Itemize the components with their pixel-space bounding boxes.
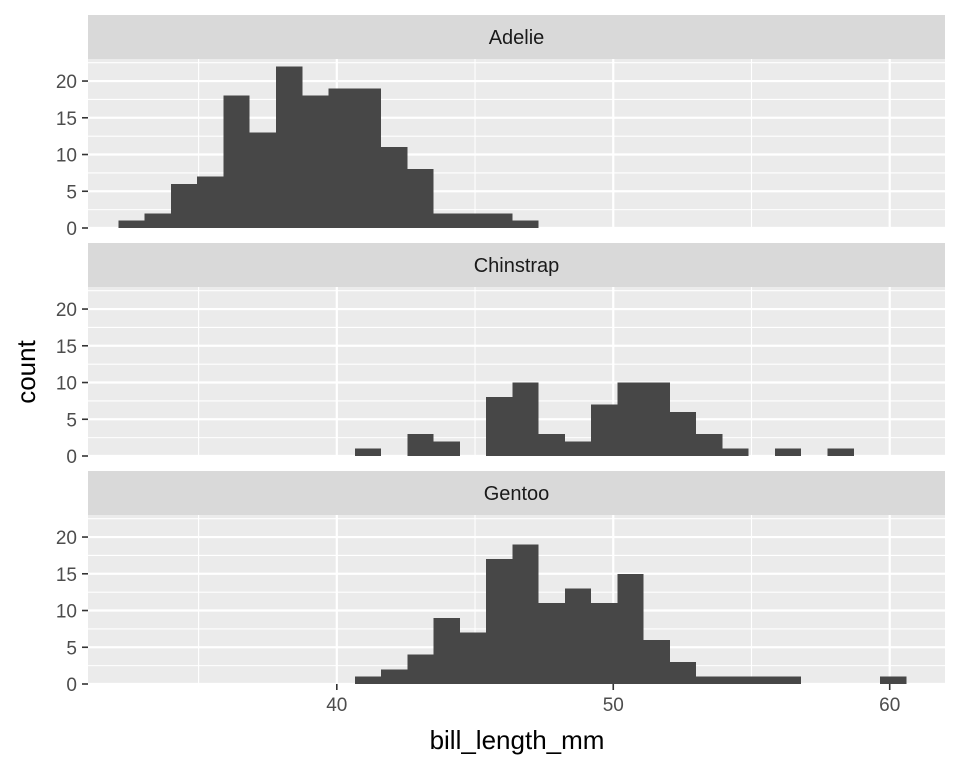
histogram-bar [696, 676, 723, 684]
histogram-bar [880, 676, 907, 684]
histogram-bar [643, 639, 670, 684]
histogram-bar [512, 544, 539, 684]
y-tick-label: 0 [66, 447, 77, 468]
y-tick-label: 5 [66, 182, 77, 203]
facet-panels: Adelie 0 5 10 15 20 Chinstrap 0 5 10 15 20 Gentoo 0 5 1… [56, 15, 945, 696]
histogram-bar [696, 433, 723, 456]
histogram-bar [669, 661, 697, 684]
facet-strip [88, 243, 945, 287]
histogram-bar [170, 183, 198, 228]
y-tick-label: 20 [56, 300, 77, 321]
histogram-bar [774, 676, 802, 684]
histogram-bar [328, 88, 355, 229]
histogram-bar [118, 220, 145, 228]
x-axis-title: bill_length_mm [430, 725, 605, 755]
histogram-bar [722, 448, 749, 456]
y-tick-label: 10 [56, 146, 77, 167]
facet-strip-label: Chinstrap [474, 255, 560, 277]
x-tick-label: 40 [326, 695, 347, 716]
histogram-bar [354, 88, 382, 229]
y-tick-label: 15 [56, 337, 77, 358]
facet-gentoo: Gentoo 0 5 10 15 20 [56, 471, 945, 696]
y-tick-label: 20 [56, 528, 77, 549]
histogram-bar [643, 382, 670, 456]
histogram-bar [354, 448, 382, 456]
facet-strip-label: Adelie [489, 27, 545, 49]
histogram-bar [512, 382, 539, 456]
histogram-bar [249, 132, 276, 228]
y-axis-title: count [11, 339, 41, 403]
histogram-bar [144, 213, 171, 228]
facet-strip-label: Gentoo [484, 483, 550, 505]
histogram-bar [302, 95, 329, 228]
y-tick-label: 0 [66, 219, 77, 240]
histogram-bar [275, 66, 303, 228]
histogram-bar [486, 559, 513, 684]
y-tick-label: 20 [56, 72, 77, 93]
histogram-bar [223, 95, 250, 228]
histogram-bar [354, 676, 382, 684]
y-tick-label: 5 [66, 638, 77, 659]
histogram-bar [617, 382, 644, 456]
histogram-bar [748, 676, 775, 684]
facet-strip [88, 15, 945, 59]
facet-adelie: Adelie 0 5 10 15 20 [56, 15, 945, 240]
y-tick-label: 5 [66, 410, 77, 431]
histogram-bar [381, 669, 408, 684]
histogram-bar [197, 176, 224, 228]
histogram-bar [433, 441, 460, 456]
histogram-bar [433, 213, 460, 228]
x-axis: 40 50 60 [326, 684, 900, 716]
histogram-bar [512, 220, 539, 228]
histogram-bar [591, 404, 618, 456]
histogram-bar [407, 433, 434, 456]
histogram-bar [381, 147, 408, 228]
histogram-bar [459, 632, 487, 684]
histogram-bar [407, 169, 434, 228]
histogram-bar [564, 588, 592, 684]
histogram-bar [486, 397, 513, 456]
histogram-bar [538, 433, 565, 456]
y-tick-label: 15 [56, 109, 77, 130]
histogram-bar [459, 213, 487, 228]
histogram-bar [538, 603, 565, 684]
y-tick-label: 10 [56, 374, 77, 395]
facet-chinstrap: Chinstrap 0 5 10 15 20 [56, 243, 945, 468]
y-tick-label: 15 [56, 565, 77, 586]
histogram-bar [486, 213, 513, 228]
y-tick-label: 0 [66, 675, 77, 696]
histogram-bar [669, 411, 697, 456]
facet-strip [88, 471, 945, 515]
y-tick-label: 10 [56, 602, 77, 623]
histogram-bar [591, 603, 618, 684]
histogram-bar [564, 441, 592, 456]
histogram-bar [722, 676, 749, 684]
histogram-bar [827, 448, 854, 456]
histogram-bar [774, 448, 802, 456]
histogram-bar [433, 617, 460, 684]
x-tick-label: 50 [603, 695, 624, 716]
x-tick-label: 60 [879, 695, 900, 716]
histogram-bar [407, 654, 434, 684]
histogram-bar [617, 573, 644, 684]
